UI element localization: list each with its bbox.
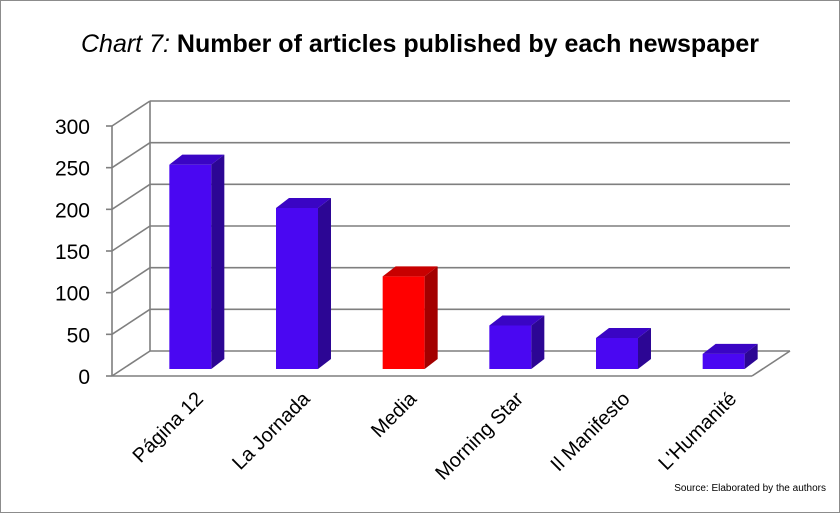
grid-depth-line <box>111 183 151 211</box>
bar <box>702 353 745 369</box>
bar <box>596 338 638 369</box>
x-tick-label: Página 12 <box>129 388 208 467</box>
source-note: Source: Elaborated by the authors <box>674 483 826 494</box>
grid-depth-line <box>111 225 151 252</box>
floor-right-edge <box>751 350 791 377</box>
x-tick-label: Il Manifesto <box>547 388 635 476</box>
y-tick-label: 150 <box>55 241 90 264</box>
bar-side <box>638 328 651 369</box>
bar <box>276 208 318 369</box>
bar-top <box>169 154 225 165</box>
grid-depth-line <box>111 100 151 127</box>
bar-top <box>276 198 331 208</box>
bar-side <box>211 154 225 369</box>
chart-title: Chart 7: Number of articles published by… <box>0 30 840 59</box>
grid-depth-line <box>111 308 151 336</box>
bar <box>382 276 425 369</box>
y-tick-label: 100 <box>55 283 90 306</box>
y-tick-label: 200 <box>55 199 90 222</box>
bar-top <box>596 328 651 338</box>
bar <box>489 325 532 369</box>
x-tick-label: La Jornada <box>228 387 315 474</box>
x-tick-label: Morning Star <box>431 388 528 485</box>
chart-title-prefix: Chart 7: <box>81 30 170 58</box>
bar-top <box>702 343 758 354</box>
bar-side <box>744 343 758 369</box>
x-tick-label: L'Humanité <box>655 388 742 475</box>
y-tick-label: 300 <box>55 116 90 139</box>
y-tick-label: 0 <box>78 366 90 389</box>
bar-side <box>531 315 545 369</box>
bar-side <box>318 198 331 369</box>
grid-depth-line <box>111 266 151 294</box>
x-tick-label: Media <box>367 387 422 442</box>
grid-depth-line <box>111 141 151 169</box>
chart-title-main: Number of articles published by each new… <box>176 30 759 58</box>
bar <box>169 164 212 369</box>
grid-depth-line <box>111 350 151 377</box>
bar-top <box>382 266 438 277</box>
bar-top <box>489 315 545 326</box>
y-tick-label: 250 <box>55 158 90 181</box>
y-tick-label: 50 <box>67 324 90 347</box>
bar-side <box>424 266 438 369</box>
